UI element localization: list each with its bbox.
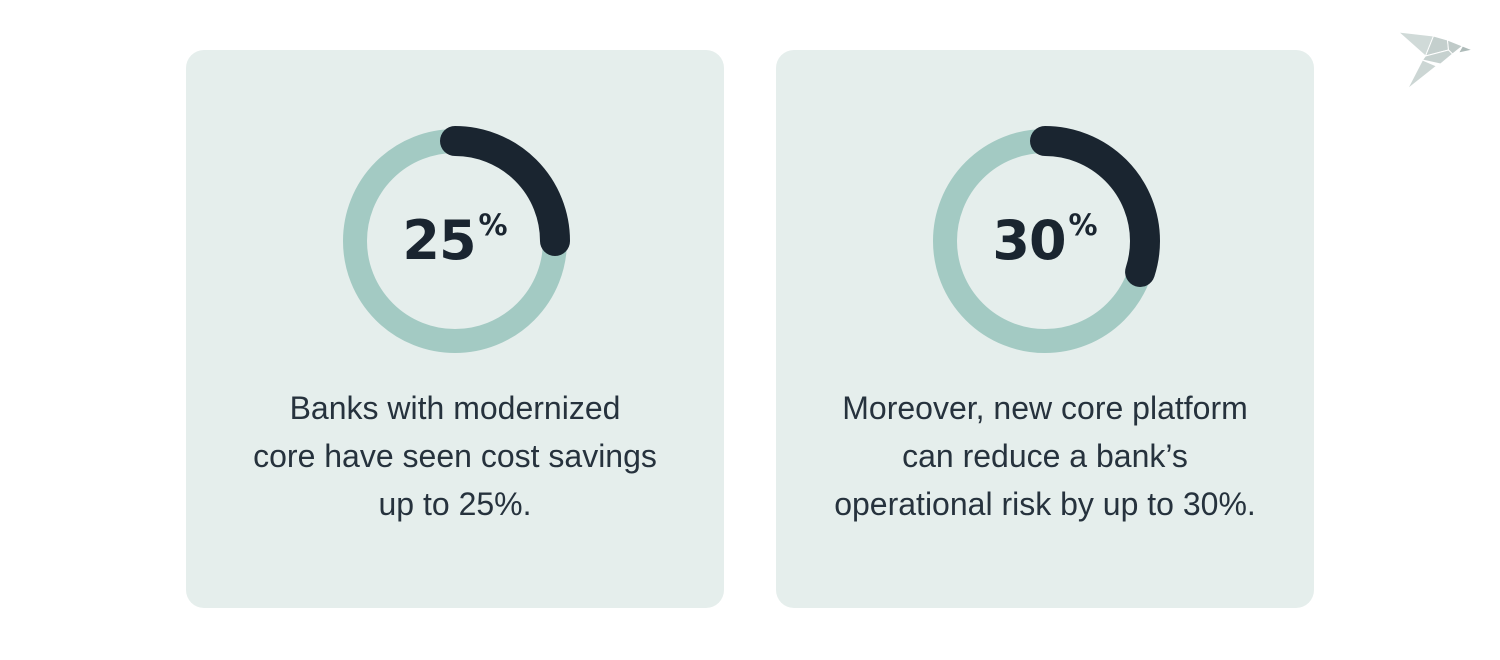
- donut-svg: [340, 126, 570, 356]
- stat-caption: Moreover, new core platform can reduce a…: [834, 390, 1256, 522]
- bird-lower-wing: [1407, 59, 1437, 90]
- donut-chart-cost-savings: 25 %: [340, 126, 570, 356]
- donut-chart-operational-risk: 30 %: [930, 126, 1160, 356]
- stat-caption: Banks with modernized core have seen cos…: [253, 390, 657, 522]
- donut-progress-arc: [340, 126, 570, 356]
- bird-body: [1422, 49, 1453, 65]
- origami-bird-logo: [1398, 31, 1473, 90]
- stat-card-cost-savings: 25 % Banks with modernized core have see…: [186, 50, 724, 608]
- stat-card-operational-risk: 30 % Moreover, new core platform can red…: [776, 50, 1314, 608]
- donut-svg: [930, 126, 1160, 356]
- bird-beak: [1458, 45, 1473, 54]
- donut-progress-arc: [930, 126, 1160, 356]
